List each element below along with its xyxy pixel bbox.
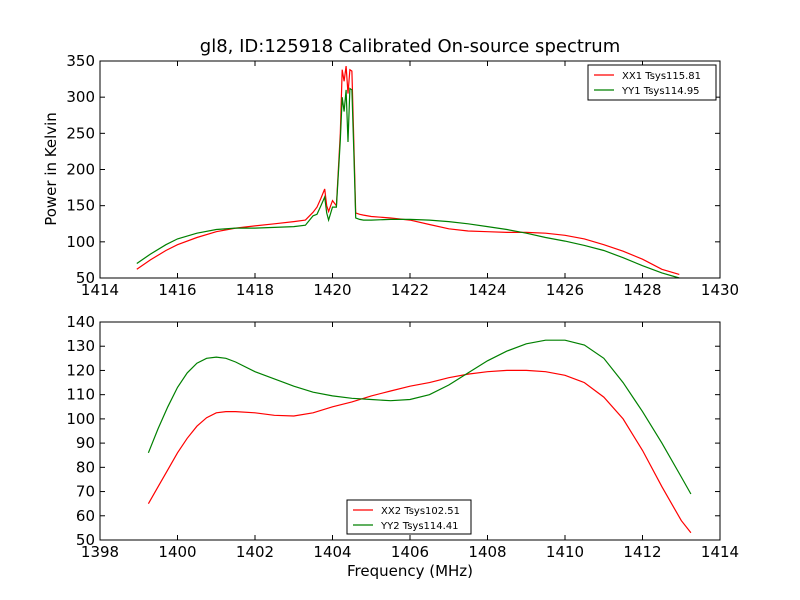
x-tick-label: 1414 xyxy=(701,543,739,561)
series-line-2 xyxy=(147,339,692,495)
y-tick-label: 250 xyxy=(66,124,95,142)
legend-box xyxy=(346,499,472,535)
x-tick-label: 1424 xyxy=(468,281,506,299)
y-tick-label: 350 xyxy=(66,52,95,70)
y-tick-label: 50 xyxy=(76,269,95,287)
bottom-xlabel: Frequency (MHz) xyxy=(347,562,473,580)
x-tick-label: 1400 xyxy=(158,543,196,561)
series-line-2 xyxy=(136,87,680,279)
x-tick-label: 1416 xyxy=(158,281,196,299)
x-tick-label: 1398 xyxy=(81,543,119,561)
x-tick-label: 1402 xyxy=(236,543,274,561)
y-tick-label: 150 xyxy=(66,197,95,215)
top-panel: 1414 1416 1418 1420 1422 1424 1426 1428 1430 50 10… xyxy=(66,52,739,299)
x-tick-label: 1422 xyxy=(391,281,429,299)
x-tick-label: 1418 xyxy=(236,281,274,299)
legend-entry: XX2 Tsys102.51 xyxy=(381,506,460,517)
series-line-1 xyxy=(136,66,680,275)
y-tick-label: 140 xyxy=(66,313,95,331)
y-tick-label: 70 xyxy=(76,483,95,501)
x-tick-label: 1412 xyxy=(623,543,661,561)
y-tick-label: 80 xyxy=(76,458,95,476)
legend-box xyxy=(587,64,717,101)
x-tick-label: 1414 xyxy=(81,281,119,299)
y-tick-label: 130 xyxy=(66,337,95,355)
x-tick-label: 1406 xyxy=(391,543,429,561)
chart-title: gl8, ID:125918 Calibrated On-source spec… xyxy=(200,36,620,57)
x-tick-label: 1408 xyxy=(468,543,506,561)
y-tick-label: 100 xyxy=(66,233,95,251)
x-tick-label: 1410 xyxy=(546,543,584,561)
y-tick-label: 110 xyxy=(66,386,95,404)
y-tick-label: 100 xyxy=(66,410,95,428)
y-tick-label: 60 xyxy=(76,507,95,525)
y-tick-label: 300 xyxy=(66,88,95,106)
x-tick-label: 1420 xyxy=(313,281,351,299)
legend-entry: YY2 Tsys114.41 xyxy=(380,521,459,532)
series-line-1 xyxy=(147,369,692,534)
bottom-panel: 1398 1400 1402 1404 1406 1408 1410 1412 1414 50 60… xyxy=(66,313,739,561)
y-tick-label: 120 xyxy=(66,361,95,379)
x-tick-label: 1428 xyxy=(623,281,661,299)
top-ylabel: Power in Kelvin xyxy=(42,112,60,226)
x-tick-label: 1426 xyxy=(546,281,584,299)
x-tick-label: 1430 xyxy=(701,281,739,299)
legend-entry: XX1 Tsys115.81 xyxy=(622,71,701,82)
y-tick-label: 200 xyxy=(66,161,95,179)
legend-entry: YY1 Tsys114.95 xyxy=(621,86,700,97)
x-tick-label: 1404 xyxy=(313,543,351,561)
y-tick-label: 90 xyxy=(76,434,95,452)
y-tick-label: 50 xyxy=(76,531,95,549)
